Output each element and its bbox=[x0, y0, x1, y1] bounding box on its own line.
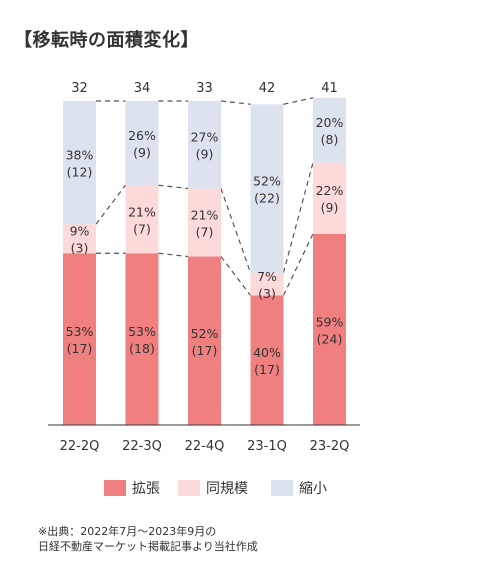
pct-label-expand-22-2Q: 53% bbox=[66, 324, 94, 339]
legend-label-same: 同規模 bbox=[206, 481, 248, 497]
count-label-shrink-23-1Q: (22) bbox=[254, 190, 280, 205]
count-label-expand-23-1Q: (17) bbox=[254, 362, 280, 377]
pct-label-same-23-1Q: 7% bbox=[257, 269, 277, 284]
count-label-same-23-1Q: (3) bbox=[258, 286, 276, 301]
bar-shrink-22-2Q bbox=[63, 101, 96, 225]
count-label-expand-23-2Q: (24) bbox=[317, 331, 343, 346]
connector-2-2 bbox=[220, 100, 251, 105]
legend-item-expand: 拡張 bbox=[104, 476, 160, 500]
legend-label-shrink: 縮小 bbox=[299, 481, 327, 497]
total-label-22-4Q: 33 bbox=[196, 81, 213, 96]
pct-label-same-22-4Q: 21% bbox=[191, 208, 219, 223]
count-label-shrink-22-4Q: (9) bbox=[196, 147, 214, 162]
pct-label-shrink-22-2Q: 38% bbox=[66, 148, 94, 163]
connector-0-3 bbox=[282, 233, 314, 296]
count-label-expand-22-4Q: (17) bbox=[192, 343, 218, 358]
total-label-23-1Q: 42 bbox=[259, 81, 276, 96]
count-label-same-22-2Q: (3) bbox=[71, 241, 89, 256]
x-tick-22-3Q: 22-3Q bbox=[122, 439, 162, 454]
bar-same-23-1Q bbox=[250, 272, 284, 296]
bar-expand-23-1Q bbox=[250, 295, 284, 425]
bar-shrink-23-2Q bbox=[313, 97, 346, 163]
bar-expand-22-4Q bbox=[188, 256, 221, 425]
total-label-22-2Q: 32 bbox=[71, 81, 88, 96]
bar-shrink-23-1Q bbox=[250, 104, 284, 273]
connector-0-1 bbox=[158, 252, 189, 258]
legend-item-shrink: 縮小 bbox=[271, 476, 327, 500]
count-label-shrink-23-2Q: (8) bbox=[321, 132, 339, 147]
x-tick-23-2Q: 23-2Q bbox=[310, 439, 350, 454]
source-line-1: ※出典：2022年7月～2023年9月の bbox=[38, 525, 217, 538]
pct-label-same-22-3Q: 21% bbox=[128, 204, 156, 219]
legend-swatch-same bbox=[178, 480, 200, 496]
count-label-expand-22-2Q: (17) bbox=[67, 341, 93, 356]
bar-same-23-2Q bbox=[313, 162, 346, 234]
bar-expand-23-2Q bbox=[313, 233, 346, 425]
legend-swatch-shrink bbox=[271, 480, 293, 496]
x-tick-22-2Q: 22-2Q bbox=[60, 439, 100, 454]
pct-label-same-23-2Q: 22% bbox=[316, 183, 344, 198]
pct-label-expand-22-4Q: 52% bbox=[191, 326, 219, 341]
bar-same-22-3Q bbox=[125, 185, 159, 254]
bar-same-22-2Q bbox=[63, 224, 96, 254]
connector-1-2 bbox=[220, 188, 252, 273]
connector-lines bbox=[95, 97, 314, 296]
connector-0-2 bbox=[220, 256, 251, 296]
bar-expand-22-2Q bbox=[63, 253, 96, 425]
pct-label-shrink-23-1Q: 52% bbox=[253, 173, 281, 188]
pct-label-shrink-23-2Q: 20% bbox=[316, 115, 344, 130]
connector-1-0 bbox=[95, 184, 126, 225]
pct-label-expand-23-2Q: 59% bbox=[316, 314, 344, 329]
segment-labels: 53% (17) 9% (3) 38% (12) 53% (18) 21% (7) 26% (9) 52… bbox=[66, 115, 344, 377]
legend-swatch-expand bbox=[104, 480, 126, 496]
connector-1-1 bbox=[158, 184, 189, 190]
pct-label-expand-23-1Q: 40% bbox=[253, 345, 281, 360]
bar-shrink-22-4Q bbox=[188, 101, 221, 189]
legend-item-same: 同規模 bbox=[178, 476, 248, 500]
count-label-expand-22-3Q: (18) bbox=[129, 341, 155, 356]
pct-label-expand-22-3Q: 53% bbox=[128, 324, 156, 339]
legend: 拡張 同規模 縮小 bbox=[0, 476, 487, 500]
chart-title: 【移転時の面積変化】 bbox=[14, 30, 199, 51]
total-labels: 32 34 33 42 41 bbox=[71, 81, 338, 96]
count-label-same-22-4Q: (7) bbox=[196, 225, 214, 240]
legend-label-expand: 拡張 bbox=[132, 481, 160, 497]
pct-label-same-22-2Q: 9% bbox=[70, 224, 90, 239]
count-label-same-22-3Q: (7) bbox=[133, 221, 151, 236]
count-label-shrink-22-2Q: (12) bbox=[67, 165, 93, 180]
count-label-same-23-2Q: (9) bbox=[321, 200, 339, 215]
bar-same-22-4Q bbox=[188, 188, 221, 257]
stacked-bar-chart: 53% (17) 9% (3) 38% (12) 53% (18) 21% (7) 26% (9) 52… bbox=[48, 81, 360, 454]
connector-2-3 bbox=[283, 97, 314, 105]
bars bbox=[63, 97, 346, 425]
source-line-2: 日経不動産マーケット掲載記事より当社作成 bbox=[38, 540, 258, 553]
x-tick-labels: 22-2Q 22-3Q 22-4Q 23-1Q 23-2Q bbox=[60, 439, 350, 454]
total-label-22-3Q: 34 bbox=[134, 81, 151, 96]
connector-1-3 bbox=[282, 162, 314, 273]
x-tick-22-4Q: 22-4Q bbox=[185, 439, 225, 454]
bar-shrink-22-3Q bbox=[125, 101, 159, 186]
pct-label-shrink-22-4Q: 27% bbox=[191, 130, 219, 145]
bar-expand-22-3Q bbox=[125, 253, 159, 425]
count-label-shrink-22-3Q: (9) bbox=[133, 145, 151, 160]
x-tick-23-1Q: 23-1Q bbox=[247, 439, 287, 454]
total-label-23-2Q: 41 bbox=[321, 81, 338, 96]
source-note: ※出典：2022年7月～2023年9月の 日経不動産マーケット掲載記事より当社作… bbox=[38, 524, 258, 554]
pct-label-shrink-22-3Q: 26% bbox=[128, 128, 156, 143]
